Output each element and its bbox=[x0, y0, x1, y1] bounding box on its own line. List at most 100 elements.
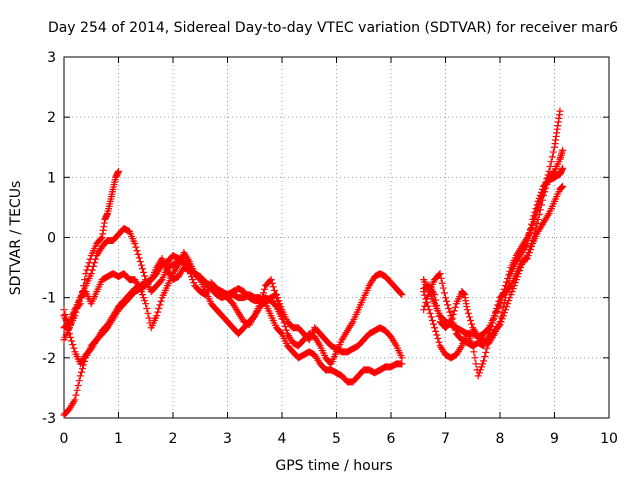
data-point bbox=[445, 304, 453, 312]
data-point bbox=[493, 304, 501, 312]
data-point bbox=[431, 291, 439, 299]
x-tick-label: 6 bbox=[387, 431, 396, 447]
data-point bbox=[498, 308, 506, 316]
data-point bbox=[549, 148, 557, 156]
data-point bbox=[267, 276, 275, 284]
data-point bbox=[536, 206, 544, 214]
data-point bbox=[278, 315, 286, 323]
data-point bbox=[474, 372, 482, 380]
data-point bbox=[276, 300, 284, 308]
data-point bbox=[533, 201, 541, 209]
data-point bbox=[81, 276, 89, 284]
y-tick-label: 3 bbox=[47, 50, 56, 66]
data-point bbox=[534, 197, 542, 205]
data-point bbox=[487, 323, 495, 331]
data-point bbox=[530, 232, 538, 240]
data-point bbox=[433, 331, 441, 339]
x-tick-label: 5 bbox=[332, 431, 341, 447]
data-point bbox=[140, 268, 148, 276]
data-point bbox=[463, 306, 471, 314]
data-point bbox=[536, 191, 544, 199]
data-point bbox=[527, 243, 535, 251]
data-point bbox=[529, 215, 537, 223]
series-track-5 bbox=[60, 252, 286, 368]
data-point bbox=[434, 307, 442, 315]
data-point bbox=[488, 319, 496, 327]
data-point bbox=[61, 311, 69, 319]
data-point bbox=[63, 320, 71, 328]
data-point bbox=[73, 304, 81, 312]
data-point bbox=[430, 320, 438, 328]
data-point bbox=[531, 208, 539, 216]
data-point bbox=[132, 243, 140, 251]
data-point bbox=[449, 311, 457, 319]
data-point bbox=[529, 237, 537, 245]
data-point bbox=[482, 348, 490, 356]
data-point bbox=[131, 240, 139, 248]
data-point bbox=[508, 288, 516, 296]
data-point bbox=[527, 225, 535, 233]
data-point bbox=[72, 308, 80, 316]
data-point bbox=[501, 294, 509, 302]
data-point bbox=[515, 270, 523, 278]
data-point bbox=[422, 295, 430, 303]
data-point bbox=[444, 301, 452, 309]
data-point bbox=[97, 235, 105, 243]
data-point bbox=[69, 341, 77, 349]
data-point bbox=[67, 333, 75, 341]
data-point bbox=[505, 279, 513, 287]
data-point bbox=[512, 276, 520, 284]
data-point bbox=[87, 270, 95, 278]
data-point bbox=[72, 391, 80, 399]
data-point bbox=[281, 323, 289, 331]
data-point bbox=[530, 212, 538, 220]
data-point bbox=[157, 277, 165, 285]
data-point bbox=[499, 303, 507, 311]
data-point bbox=[469, 342, 477, 350]
data-point bbox=[153, 312, 161, 320]
y-axis-label: SDTVAR / TECUs bbox=[8, 181, 24, 296]
data-point bbox=[398, 354, 406, 362]
data-point bbox=[523, 240, 531, 248]
x-tick-label: 1 bbox=[114, 431, 123, 447]
data-point bbox=[497, 313, 505, 321]
y-tick-label: 1 bbox=[47, 170, 56, 186]
data-point bbox=[155, 304, 163, 312]
data-point bbox=[154, 308, 162, 316]
x-axis-ticks: 0 1 2 3 4 5 6 7 8 9 10 bbox=[60, 431, 618, 447]
data-point bbox=[60, 306, 68, 314]
data-point bbox=[134, 250, 142, 258]
data-point bbox=[511, 279, 519, 287]
data-point bbox=[62, 315, 70, 323]
data-point bbox=[443, 297, 451, 305]
data-point bbox=[507, 291, 515, 299]
data-point bbox=[79, 365, 87, 373]
y-tick-label: 0 bbox=[47, 231, 56, 247]
data-point bbox=[548, 153, 556, 161]
data-point bbox=[438, 279, 446, 287]
data-point bbox=[273, 291, 281, 299]
data-point bbox=[277, 329, 285, 337]
data-point bbox=[271, 301, 279, 309]
data-point bbox=[504, 284, 512, 292]
data-point bbox=[65, 330, 73, 338]
data-point bbox=[91, 259, 99, 267]
data-point bbox=[156, 301, 164, 309]
data-point bbox=[143, 304, 151, 312]
data-point bbox=[495, 297, 503, 305]
data-point bbox=[531, 228, 539, 236]
data-point bbox=[137, 261, 145, 269]
data-point bbox=[537, 188, 545, 196]
data-point bbox=[188, 273, 196, 281]
data-point bbox=[398, 360, 406, 368]
data-point bbox=[190, 279, 198, 287]
data-point bbox=[141, 272, 149, 280]
data-point bbox=[524, 235, 532, 243]
data-point bbox=[261, 285, 269, 293]
y-tick-label: -1 bbox=[42, 291, 56, 307]
data-point bbox=[513, 273, 521, 281]
data-point bbox=[92, 255, 100, 263]
x-tick-label: 10 bbox=[600, 431, 618, 447]
data-point bbox=[450, 323, 458, 331]
data-point bbox=[559, 182, 567, 190]
